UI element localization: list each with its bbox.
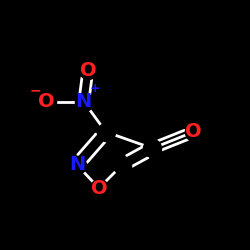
Text: −: − bbox=[29, 83, 41, 97]
Text: O: O bbox=[185, 122, 202, 141]
Text: O: O bbox=[38, 92, 55, 111]
Text: O: O bbox=[90, 179, 107, 198]
Text: N: N bbox=[69, 155, 85, 174]
Text: N: N bbox=[76, 92, 92, 111]
Text: O: O bbox=[80, 60, 96, 80]
Text: +: + bbox=[90, 82, 101, 95]
